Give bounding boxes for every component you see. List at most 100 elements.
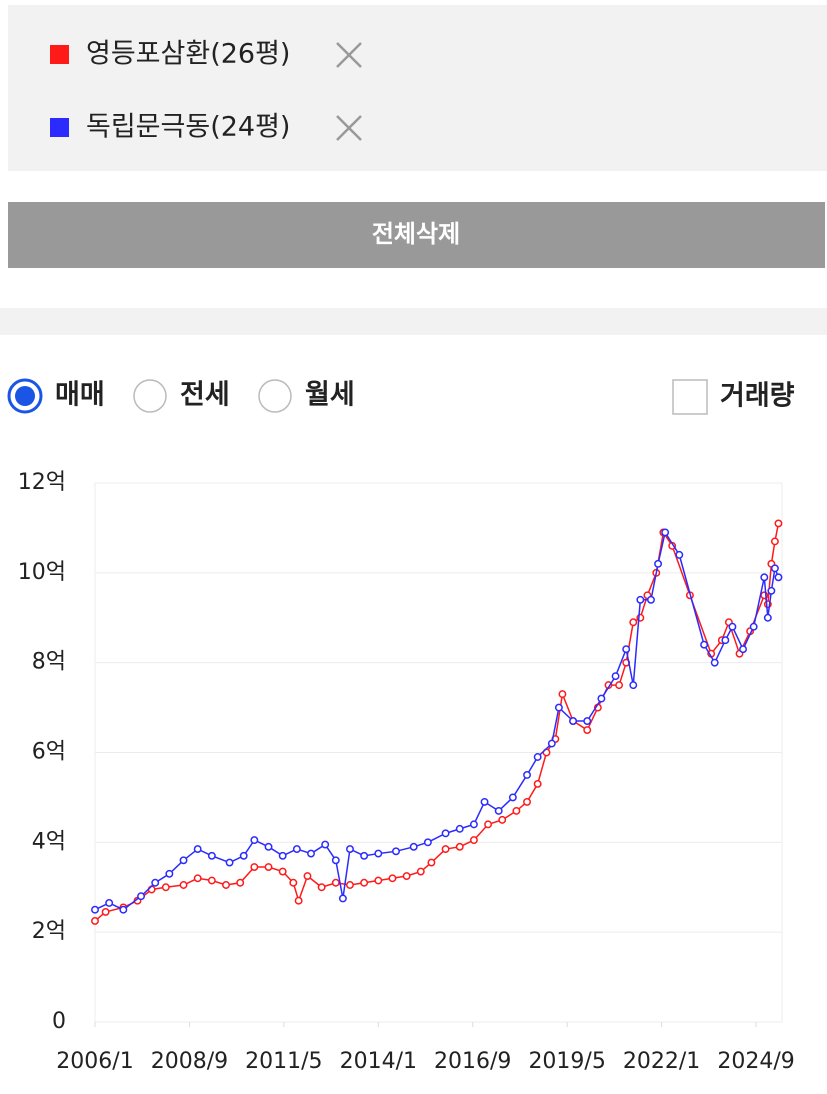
y-tick-label: 0 [52, 1009, 66, 1034]
x-tick-label: 2006/1 [56, 1049, 133, 1074]
radio-dot [15, 386, 35, 406]
legend-label: 영등포삼환(26평) [86, 39, 290, 70]
point [629, 681, 638, 690]
radio[interactable] [133, 379, 167, 413]
point [484, 820, 493, 829]
point [137, 892, 145, 901]
point [583, 726, 592, 734]
point [770, 537, 779, 546]
point [455, 824, 464, 833]
point [654, 559, 663, 568]
point [469, 820, 478, 829]
x-tick-label: 2008/9 [151, 1049, 228, 1074]
y-tick-label: 8억 [32, 650, 66, 675]
point [193, 845, 202, 854]
point [774, 519, 783, 528]
y-tick-label: 12억 [18, 470, 66, 495]
point [278, 851, 287, 860]
point [250, 863, 259, 871]
point [558, 690, 567, 699]
point [360, 851, 369, 860]
x-tick-label: 2011/5 [245, 1049, 322, 1074]
point [494, 806, 503, 815]
point [179, 856, 188, 865]
point [629, 618, 638, 627]
x-tick-label: 2019/5 [528, 1049, 605, 1074]
x-tick-label: 2022/1 [623, 1049, 700, 1074]
point [441, 845, 450, 854]
point [739, 645, 747, 654]
point [264, 863, 273, 871]
point [207, 851, 216, 860]
point [360, 878, 369, 887]
point [774, 573, 783, 582]
point [661, 528, 670, 537]
point [388, 874, 397, 883]
point [547, 739, 556, 748]
point [700, 640, 709, 649]
point [151, 878, 160, 887]
point [523, 797, 531, 806]
point [91, 905, 99, 914]
point [307, 849, 315, 858]
point [346, 845, 354, 854]
point [264, 842, 273, 851]
radio-label: 월세 [305, 380, 355, 411]
y-tick-label: 6억 [32, 740, 66, 765]
point [161, 883, 170, 892]
point [533, 753, 542, 761]
point [622, 645, 631, 654]
point [611, 672, 620, 681]
point [179, 881, 188, 889]
point [615, 681, 624, 690]
point [416, 867, 425, 876]
remove-icon[interactable] [336, 115, 362, 141]
point [498, 815, 507, 824]
remove-icon[interactable] [336, 42, 362, 68]
point [101, 908, 110, 916]
point [441, 829, 450, 838]
x-tick-label: 2014/1 [340, 1049, 417, 1074]
point [728, 622, 737, 631]
point [423, 838, 432, 847]
radio[interactable] [258, 379, 292, 413]
point [331, 856, 340, 865]
series-line [94, 530, 780, 911]
point [331, 878, 340, 887]
y-tick-label: 4억 [32, 829, 66, 854]
delete-all-button[interactable] [8, 202, 825, 268]
point [749, 622, 758, 631]
button-label: 전체삭제 [372, 220, 460, 248]
point [278, 867, 287, 876]
checkbox[interactable] [672, 379, 708, 415]
point [374, 876, 383, 885]
point [239, 851, 248, 860]
point [374, 849, 383, 858]
legend-swatch [50, 118, 69, 137]
point [770, 564, 779, 573]
point [675, 550, 684, 559]
point [409, 842, 418, 851]
point [222, 881, 230, 889]
point [583, 717, 592, 726]
point [119, 905, 128, 914]
point [636, 595, 645, 604]
x-tick-label: 2016/9 [434, 1049, 511, 1074]
point [346, 881, 354, 889]
separator [0, 308, 827, 335]
point [392, 847, 400, 856]
point [763, 613, 772, 622]
point [512, 806, 521, 815]
point [91, 916, 99, 925]
legend-label: 독립문극동(24평) [86, 112, 290, 143]
radio-label: 매매 [55, 380, 105, 411]
point [338, 894, 347, 903]
point [597, 694, 606, 703]
point [469, 836, 478, 845]
point [455, 842, 464, 851]
point [480, 797, 489, 806]
point [767, 586, 776, 595]
point [760, 573, 769, 582]
point [303, 872, 312, 880]
